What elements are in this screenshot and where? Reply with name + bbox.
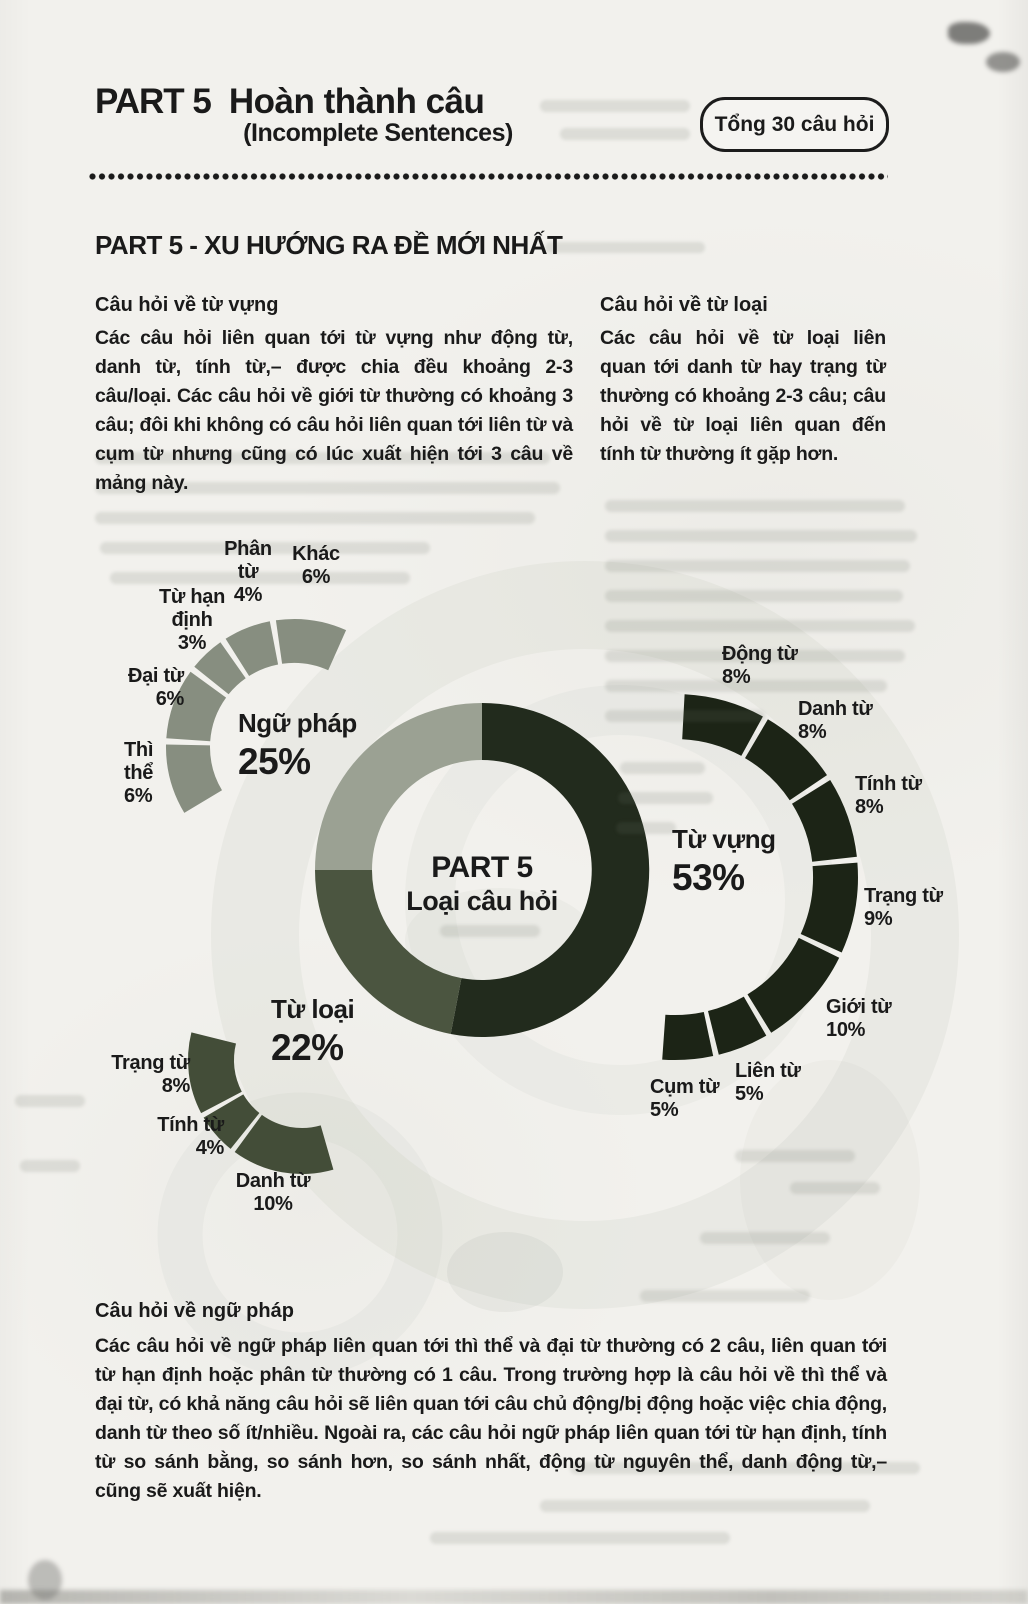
arc-segment-liên-từ: [708, 996, 767, 1055]
grammar-questions-heading: Câu hỏi về ngữ pháp: [95, 1300, 294, 1322]
segment-label-đai-tu: Đại từ 6%: [127, 665, 184, 710]
group-percentage: 53%: [672, 857, 745, 898]
arc-segment-giới-từ: [747, 937, 840, 1033]
arc-segment-danh-từ: [234, 1114, 334, 1175]
group-label-tu-loai: Từ loại 22%: [271, 994, 441, 1069]
segment-label-cum-tu: Cụm từ 5%: [650, 1076, 720, 1121]
group-name: Từ vựng: [672, 824, 776, 854]
title-subtitle: (Incomplete Sentences): [243, 119, 513, 147]
segment-label-trang-tu: Trạng từ 8%: [111, 1052, 190, 1097]
donut-segment-ngữ-pháp: [315, 703, 482, 870]
group-name: Ngữ pháp: [238, 708, 357, 738]
group-name: Từ loại: [271, 994, 355, 1024]
group-label-ngu-phap: Ngữ pháp 25%: [238, 708, 398, 783]
part-label: PART 5: [95, 82, 212, 121]
arc-segment-khác: [275, 619, 347, 671]
arc-segment-thì-thể: [165, 744, 222, 813]
segment-label-tinh-tu: Tính từ 4%: [157, 1114, 224, 1159]
scan-smudge-top-right: [948, 22, 990, 44]
arc-segment-trạng-từ: [800, 862, 858, 953]
group-percentage: 22%: [271, 1027, 344, 1068]
arc-segment-động-từ: [682, 694, 763, 756]
segment-label-thi-the: Thì thể 6%: [124, 739, 154, 807]
segment-label-tinh-tu: Tính từ 8%: [855, 773, 922, 818]
group-percentage: 25%: [238, 741, 311, 782]
scan-smudge-bottom-bar: [0, 1590, 1028, 1604]
section-heading: PART 5 - XU HƯỚNG RA ĐỀ MỚI NHẤT: [95, 230, 563, 260]
chart-center-subtitle: Loại câu hỏi: [406, 886, 558, 916]
chart-center-label: PART 5 Loại câu hỏi: [332, 851, 632, 917]
bleed-through-arcs: [157, 561, 959, 1378]
arc-segment-danh-từ: [745, 719, 827, 801]
total-questions-badge: Tổng 30 câu hỏi: [700, 97, 889, 152]
segment-label-gioi-tu: Giới từ 10%: [826, 996, 892, 1041]
arc-segment-tính-từ: [203, 1094, 260, 1149]
segment-label-danh-tu: Danh từ 10%: [235, 1170, 311, 1215]
arc-segment-tính-từ: [792, 780, 857, 862]
arc-segment-trạng-từ: [187, 1032, 242, 1114]
segment-label-phan-tu: Phân từ 4%: [224, 538, 272, 606]
title-main: Hoàn thành câu: [228, 82, 485, 121]
vocab-questions-heading: Câu hỏi về từ vựng: [95, 294, 279, 316]
dotted-divider: [88, 172, 888, 181]
segment-label-tu-han-đinh: Từ hạn định 3%: [158, 586, 225, 654]
group-label-tu-vung: Từ vựng 53%: [672, 824, 832, 899]
vocab-questions-body: Các câu hỏi liên quan tới từ vựng như độ…: [95, 327, 573, 494]
arc-segment-cụm-từ: [662, 1012, 714, 1061]
segment-label-danh-tu: Danh từ 8%: [798, 698, 873, 743]
pos-questions-heading: Câu hỏi về từ loại: [600, 294, 768, 316]
donut-segment-từ-loại: [315, 870, 462, 1034]
segment-label-trang-tu: Trạng từ 9%: [864, 885, 943, 930]
scan-smudge-bottom-left: [28, 1560, 62, 1600]
donut-segment-từ-vựng: [450, 702, 650, 1037]
pos-questions-body: Các câu hỏi về từ loại liên quan tới dan…: [600, 327, 886, 465]
segment-label-khac: Khác 6%: [292, 543, 340, 588]
chart-center-part: PART 5: [431, 851, 533, 884]
segment-label-lien-tu: Liên từ 5%: [735, 1060, 801, 1105]
grammar-questions-body: Các câu hỏi về ngữ pháp liên quan tới th…: [95, 1335, 887, 1502]
arc-segment-phân-từ: [225, 621, 279, 676]
arc-segment-đại-từ: [166, 671, 227, 742]
page-title: PART 5 Hoàn thành câu: [95, 82, 485, 122]
scan-smudge-top-right-2: [986, 52, 1020, 72]
arc-segment-từ-hạn-định: [194, 642, 246, 695]
segment-label-đong-tu: Động từ 8%: [722, 643, 798, 688]
